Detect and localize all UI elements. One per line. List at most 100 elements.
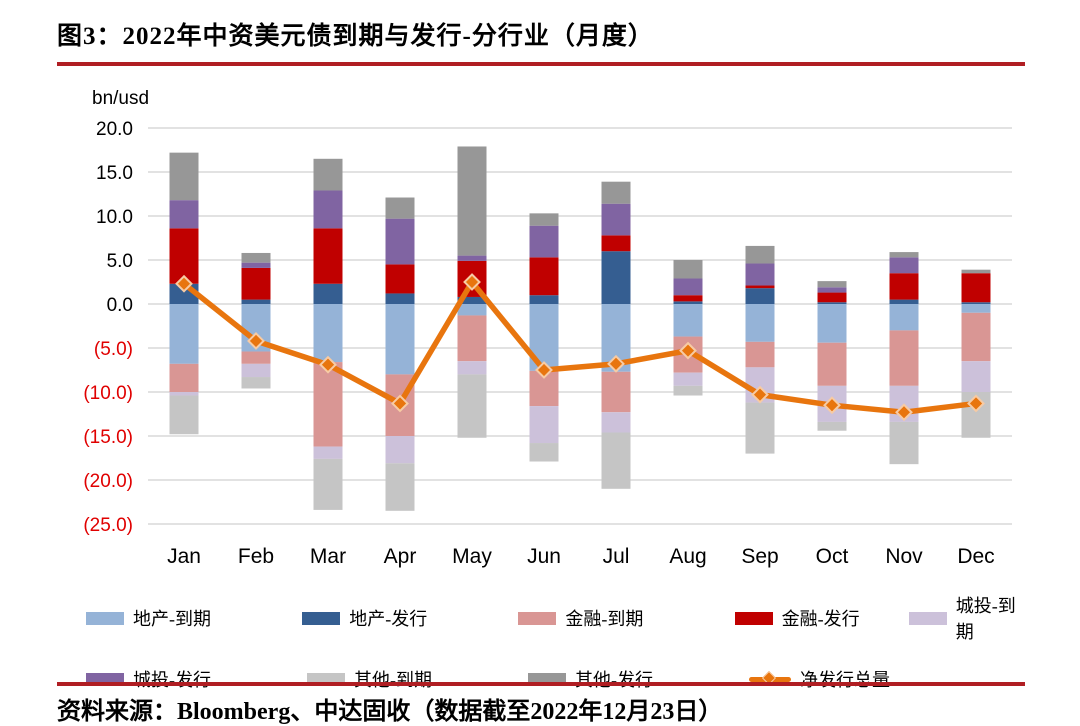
y-tick-label: 10.0 [96,207,133,228]
bar-segment-金融-到期 [961,312,991,362]
x-tick-label: Aug [669,545,706,568]
y-tick-label: (20.0) [83,471,133,492]
bar-segment-地产-发行 [313,283,343,304]
legend-item: 金融-发行 [734,605,909,631]
bar-segment-城投-到期 [313,446,343,459]
bar-segment-城投-发行 [601,203,631,236]
y-axis-unit-label: bn/usd [92,88,150,109]
legend-item: 城投-发行 [86,666,307,692]
legend-label: 金融-到期 [565,609,644,629]
legend-swatch-icon [908,611,947,625]
bar-segment-金融-发行 [241,267,271,300]
bar-segment-金融-发行 [889,273,919,300]
bar-segment-城投-到期 [241,363,271,378]
bar-segment-其他-发行 [673,260,703,279]
footer-divider-rule [57,682,1025,686]
net-issuance-marker [679,341,697,360]
bar-segment-其他-发行 [241,252,271,263]
y-tick-label: 5.0 [107,251,133,272]
legend-row: 城投-发行 其他-到期 其他-发行 净发行总量 [86,666,1031,692]
bar-segment-城投-到期 [601,412,631,433]
bar-segment-地产-发行 [889,299,919,304]
legend-label: 城投-到期 [955,596,1016,642]
legend-item: 城投-到期 [908,592,1031,644]
legend-label: 地产-发行 [349,609,428,629]
bar-segment-其他-到期 [745,402,775,454]
bar-segment-其他-到期 [601,432,631,489]
bar-segment-地产-到期 [817,304,847,343]
y-tick-label: 20.0 [96,119,133,140]
legend-item: 地产-到期 [86,605,302,631]
chart-title: 图3：2022年中资美元债到期与发行-分行业（月度） [57,23,654,50]
bar-segment-金融-发行 [601,235,631,252]
net-issuance-marker [895,403,913,422]
net-issuance-line [181,279,979,415]
bar-segment-城投-发行 [889,257,919,274]
bar-segment-其他-到期 [169,395,199,435]
bar-segment-其他-到期 [889,421,919,465]
bar-segment-金融-发行 [385,264,415,294]
legend-label: 其他-到期 [354,670,432,690]
y-tick-label: (15.0) [83,427,133,448]
bar-segment-城投-到期 [385,436,415,464]
bar-segment-其他-发行 [961,269,991,274]
bar-segment-地产-到期 [673,304,703,337]
net-issuance-marker [823,396,841,415]
bar-segment-金融-到期 [313,362,343,447]
x-tick-label: May [452,545,492,568]
bar-segment-金融-发行 [169,228,199,284]
stacked-bar-net-line-chart: 20.0 15.0 10.0 5.0 0.0 (5.0) (10.0) (15.0) (20.0… [83,119,1012,568]
legend-row: 地产-到期 地产-发行 金融-到期 金融-发行 城投-到期 [86,592,1031,644]
bar-segment-金融-发行 [817,292,847,303]
bar-segment-其他-发行 [169,152,199,201]
net-issuance-marker [247,332,265,350]
net-issuance-marker [391,394,409,413]
bar-segment-其他-发行 [529,213,559,226]
bar-segment-金融-到期 [817,342,847,386]
bar-segment-金融-发行 [961,273,991,303]
legend-label: 其他-发行 [575,670,653,690]
bar-segment-城投-到期 [673,372,703,386]
bar-segment-其他-发行 [457,146,487,256]
bar-segment-城投-发行 [529,225,559,258]
x-tick-label: Jan [167,545,201,568]
net-issuance-marker [319,355,337,374]
bar-segment-金融-发行 [313,228,343,284]
x-tick-label: Nov [885,545,923,568]
chart-legend: 地产-到期 地产-发行 金融-到期 金融-发行 城投-到期城投-发行 其他-到期 其他-发行… [86,592,1031,692]
legend-swatch-icon [518,611,557,625]
x-tick-label: Jul [603,545,630,568]
net-issuance-marker [967,394,985,413]
bar-segment-其他-到期 [385,463,415,511]
bar-segment-金融-发行 [673,295,703,302]
x-tick-label: Feb [238,545,274,568]
bar-segment-其他-到期 [313,458,343,510]
bar-segment-地产-到期 [889,304,919,331]
legend-item: 地产-发行 [302,605,518,631]
bar-segment-其他-到期 [529,443,559,462]
source-note: 资料来源：Bloomberg、中达固收（数据截至2022年12月23日） [57,699,723,725]
bar-segment-其他-到期 [817,421,847,431]
y-tick-label: 0.0 [107,295,133,316]
bar-segment-城投-发行 [169,200,199,229]
bar-segment-城投-发行 [241,262,271,268]
net-issuance-marker [175,274,193,293]
bar-segment-地产-到期 [961,304,991,313]
bar-segment-城投-到期 [169,392,199,396]
y-tick-label: (25.0) [83,515,133,536]
bar-segment-城投-发行 [817,287,847,293]
bar-segment-地产-到期 [169,304,199,364]
legend-item: 其他-发行 [528,666,749,692]
legend-swatch-icon [734,611,773,625]
bar-segment-其他-到期 [673,385,703,396]
bar-segment-城投-到期 [457,361,487,375]
legend-label: 城投-发行 [133,670,211,690]
legend-line-marker-icon [749,670,791,687]
y-tick-label: (5.0) [94,339,133,360]
legend-item: 其他-到期 [307,666,528,692]
bar-segment-金融-到期 [169,363,199,392]
net-issuance-marker [751,385,769,404]
bar-segment-地产-发行 [673,301,703,304]
bar-segment-地产-发行 [961,302,991,304]
